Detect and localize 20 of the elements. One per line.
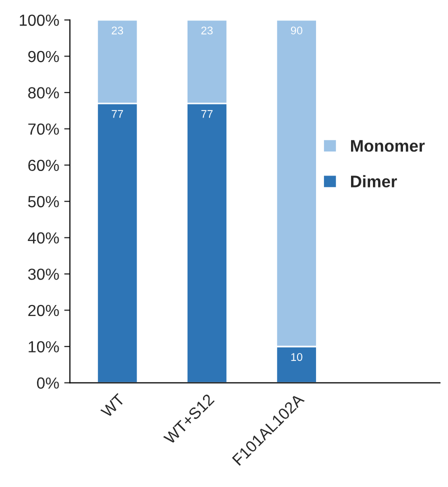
legend-label: Monomer — [351, 140, 425, 152]
x-tick-label: WT — [100, 393, 126, 418]
y-tick-label: 60% — [28, 160, 59, 172]
y-tick-label: 30% — [28, 268, 59, 280]
y-tick-label: 80% — [28, 87, 59, 98]
y-tick-label: 90% — [28, 50, 59, 62]
y-tick-label: 10% — [28, 341, 59, 352]
data-label: 90 — [290, 26, 302, 34]
data-label: 77 — [201, 110, 213, 118]
data-label: 23 — [201, 26, 213, 34]
y-tick-label: 0% — [37, 377, 59, 389]
y-tick-label: 70% — [28, 123, 59, 135]
y-tick-label: 20% — [28, 304, 59, 316]
legend-label: Dimer — [351, 175, 397, 188]
y-tick-label: 50% — [28, 196, 59, 208]
data-label: 23 — [112, 26, 124, 34]
data-label: 77 — [112, 110, 123, 118]
y-tick-label: 100% — [20, 14, 59, 26]
y-tick-label: 40% — [28, 232, 59, 244]
data-label: 10 — [291, 353, 302, 361]
